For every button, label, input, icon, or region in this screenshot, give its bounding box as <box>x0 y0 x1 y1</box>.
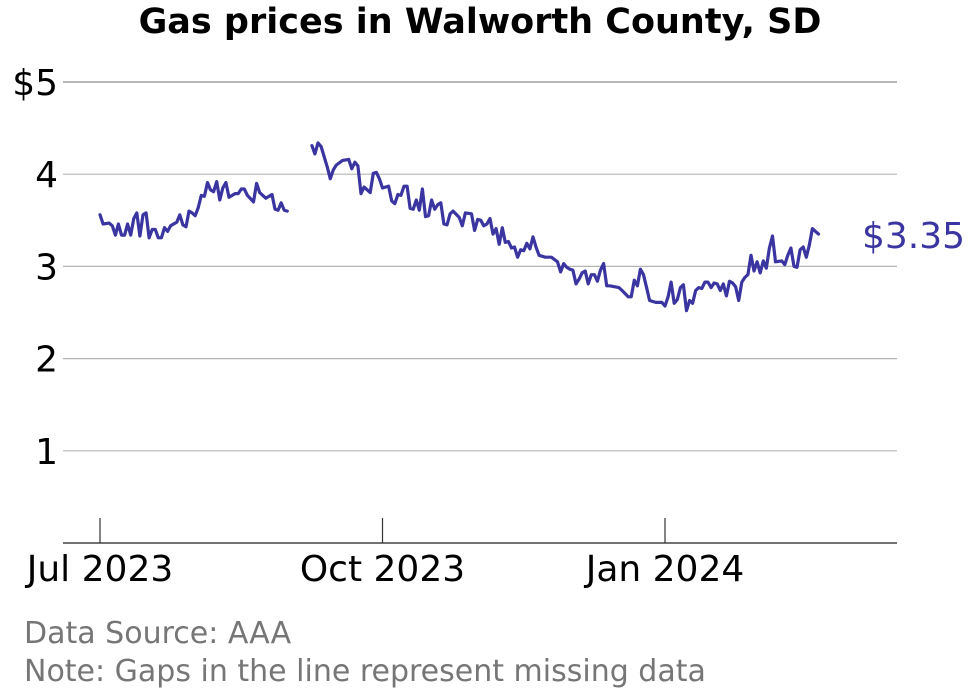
price-series <box>98 141 821 313</box>
labels: $5 4 3 2 1 Jul 2023 Oct 2023 Jan 2024 $3.35 <box>12 63 965 590</box>
axes <box>63 518 897 544</box>
chart-title: Gas prices in Walworth County, SD <box>138 2 822 42</box>
price-line-segment <box>310 141 821 313</box>
y-tick-label: 2 <box>35 340 58 381</box>
y-tick-label: 4 <box>35 155 58 196</box>
x-tick-label: Jan 2024 <box>584 549 745 590</box>
end-value-label: $3.35 <box>862 216 965 257</box>
y-tick-label: $5 <box>12 63 58 104</box>
y-tick-label: 1 <box>35 432 58 473</box>
x-tick-label: Jul 2023 <box>25 549 174 590</box>
gridlines <box>63 81 897 452</box>
data-source-note: Data Source: AAA <box>24 616 292 651</box>
price-line-segment <box>98 180 289 240</box>
y-tick-label: 3 <box>35 247 58 288</box>
missing-data-note: Note: Gaps in the line represent missing… <box>24 654 706 689</box>
x-tick-label: Oct 2023 <box>300 549 465 590</box>
